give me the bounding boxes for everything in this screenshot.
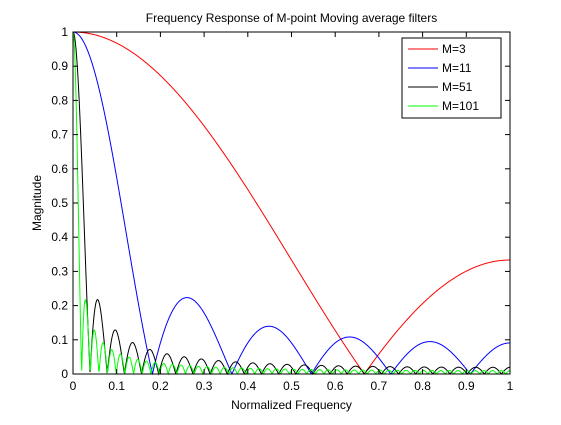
x-tick-label: 0 [70,379,77,393]
series-line-m11 [72,31,510,376]
chart-title: Frequency Response of M-point Moving ave… [146,11,437,25]
y-tick-label: 0.3 [51,264,68,278]
y-tick-label: 0 [61,367,68,381]
y-tick-label: 0.6 [51,162,68,176]
legend-label-m3: M=3 [442,42,466,56]
legend-label-m101: M=101 [442,99,479,113]
y-tick-label: 0.7 [51,128,68,142]
y-tick-label: 0.1 [51,333,68,347]
y-tick-label: 0.4 [51,230,68,244]
legend-entries: M=3 M=11 M=51 M=101 [408,42,479,113]
y-tick-label: 0.5 [51,196,68,210]
x-tick-label: 0.6 [327,379,344,393]
x-tick-label: 0.9 [458,379,475,393]
y-tick-label: 0.9 [51,59,68,73]
x-tick-label: 0.1 [108,379,125,393]
legend-box [401,37,502,119]
y-tick-label: 1 [61,25,68,39]
legend: M=3 M=11 M=51 M=101 [401,37,502,119]
legend-label-m11: M=11 [442,61,472,75]
x-tick-label: 0.5 [283,379,300,393]
x-tick-label: 0.4 [239,379,256,393]
y-tick-label: 0.8 [51,93,68,107]
series-line-m51 [72,31,511,376]
x-tick-label: 0.2 [152,379,169,393]
ticks-layer: 0 0.1 0.2 0.3 0.4 0.5 0.6 0.7 0.8 0.9 1 0 0.1 0.2 0.3 0… [51,25,513,393]
x-axis-label: Normalized Frequency [231,398,352,412]
y-axis-label: Magnitude [30,175,44,231]
series-line-m3 [73,31,510,375]
x-tick-label: 0.8 [414,379,431,393]
legend-label-m51: M=51 [442,80,473,94]
x-tick-label: 0.7 [371,379,388,393]
x-tick-label: 1 [507,379,514,393]
y-tick-label: 0.2 [51,299,68,313]
x-tick-label: 0.3 [196,379,213,393]
